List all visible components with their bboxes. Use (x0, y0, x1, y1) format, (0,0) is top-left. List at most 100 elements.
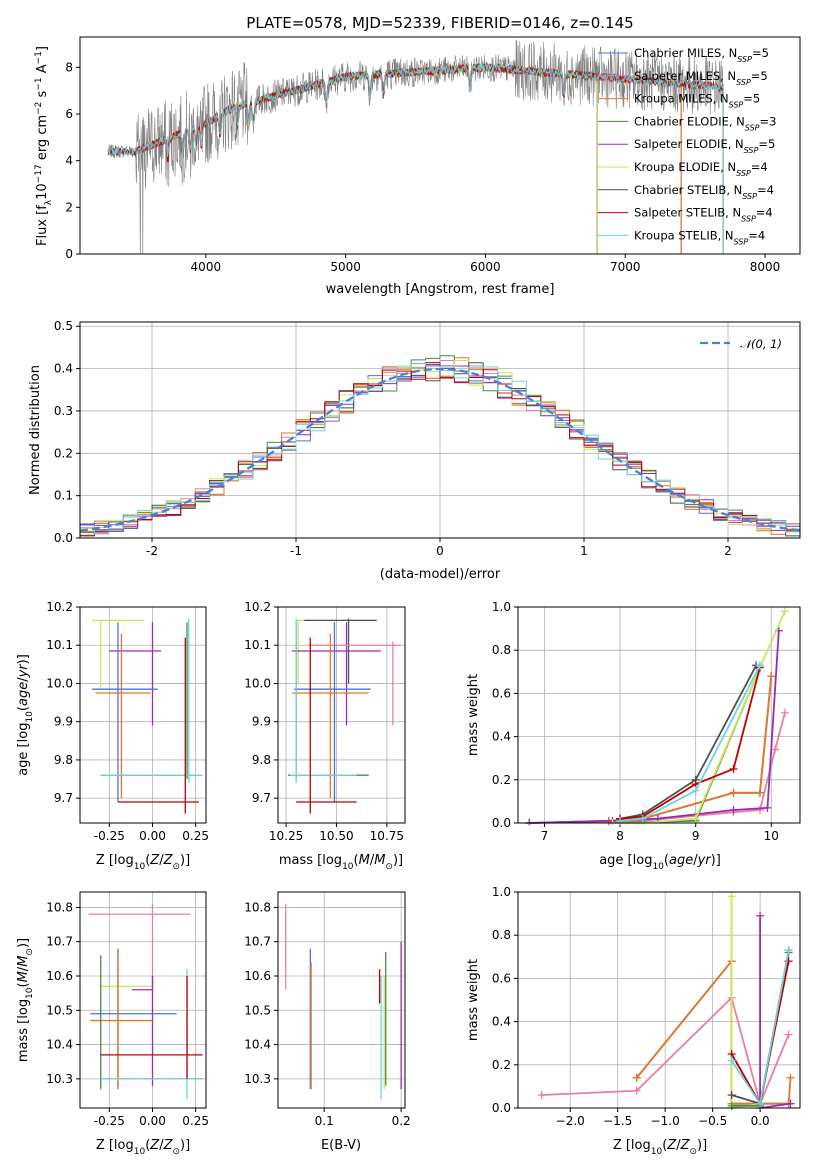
massweight_vs_age-point-marker (755, 806, 764, 815)
massweight_vs_Z-xtick-label: 0.0 (751, 1114, 770, 1128)
massweight_vs_age-series-line (529, 676, 773, 824)
age_vs_mass-ytick-label: 10.0 (244, 676, 271, 690)
massweight_vs_age-point-marker (780, 708, 789, 717)
residuals-frame (79, 321, 801, 539)
mass_vs_ebv-frame (277, 891, 406, 1109)
mass_vs_ebv-ytick-label: 10.5 (244, 1003, 271, 1017)
massweight_vs_age-axes: 7 8 9 10 0.0 0.2 0.4 0.6 0.8 1.0 (492, 600, 800, 843)
spectrum-xtick-label: 6000 (470, 260, 501, 274)
massweight_vs_age-series-line (529, 630, 780, 824)
age-vs-Z-ylabel: age [log10(age/yr)] (16, 654, 35, 776)
massweight_vs_age-ytick-label: 0.4 (492, 730, 511, 744)
massweight_vs_age-point-marker (616, 816, 625, 825)
residuals-ytick-label: 0.4 (54, 362, 73, 376)
massweight_vs_Z-point-marker (727, 1056, 736, 1065)
massweight_vs_age-point-marker (691, 786, 700, 795)
age_vs_mass-frame (277, 606, 406, 824)
massweight_vs_age-ytick-label: 1.0 (492, 600, 511, 614)
age_vs_Z-plot (92, 618, 203, 814)
spectrum-legend-label: Kroupa ELODIE, NSSP=4 (634, 160, 768, 178)
massweight_vs_Z-point-marker (727, 1101, 736, 1110)
massweight_vs_age-ytick-label: 0.8 (492, 643, 511, 657)
mass_vs_ebv-plot (285, 904, 402, 1100)
mass_vs_Z-ytick-label: 10.7 (46, 935, 73, 949)
spectrum-ylabel: Flux [fλ10−17 erg cm−2 s−1 A−1] (34, 46, 54, 246)
massweight_vs_Z-xtick-label: −1.5 (603, 1114, 632, 1128)
massweight_vs_Z-ytick-label: 0.4 (492, 1015, 511, 1029)
mass_vs_ebv-xtick-label: 0.2 (392, 1114, 411, 1128)
residuals-xlabel: (data-model)/error (380, 567, 501, 582)
mass_vs_Z-axes: -0.25 0.00 0.25 10.3 10.4 10.5 10.6 10.7 10.8 (46, 892, 209, 1128)
massweight_vs_age-xtick-label: 10 (764, 829, 779, 843)
mass_vs_ebv-ytick-label: 10.8 (244, 900, 271, 914)
massweight_vs_Z-point-marker (756, 911, 765, 920)
massweight_vs_age-point-marker (729, 806, 738, 815)
age_vs_mass-ytick-label: 10.2 (244, 600, 271, 614)
massweight_vs_age-series-line (529, 676, 773, 824)
residuals-xtick-label: 2 (724, 544, 732, 558)
massweight_vs_Z-ytick-label: 0.6 (492, 971, 511, 985)
spectrum-axes: 4000 5000 6000 7000 8000 0 2 4 6 8 (65, 60, 780, 274)
spectrum-xlabel: wavelength [Angstrom, rest frame] (326, 282, 555, 297)
spectrum-ytick-label: 6 (65, 107, 73, 121)
massweight_vs_Z-ytick-label: 0.8 (492, 928, 511, 942)
massweight_vs_age-point-marker (763, 803, 772, 812)
mass_vs_Z-ytick-label: 10.3 (46, 1072, 73, 1086)
residuals-ytick-label: 0.1 (54, 489, 73, 503)
massweight_vs_Z-point-marker (632, 1073, 641, 1082)
mass-vs-Z-xlabel: Z [log10(Z/Z⊙)] (96, 1138, 190, 1157)
massweight_vs_Z-xtick-label: −1.0 (651, 1114, 680, 1128)
age-vs-mass-xlabel: mass [log10(M/M⊙)] (279, 853, 403, 872)
residuals-gaussian-curve (80, 367, 800, 532)
massweight_vs_age-xtick-label: 8 (616, 829, 624, 843)
massweight-vs-age-ylabel: mass weight (466, 674, 481, 756)
spectrum-legend-label: Chabrier STELIB, NSSP=4 (634, 183, 774, 201)
massweight_vs_age-point-marker (767, 672, 776, 681)
spectrum-xtick-label: 5000 (330, 260, 361, 274)
mass_vs_Z-xtick-label: -0.25 (94, 1114, 125, 1128)
spectrum-legend-label: Salpeter ELODIE, NSSP=5 (634, 137, 775, 155)
residuals-ylabel: Normed distribution (28, 365, 43, 495)
age_vs_mass-axes: 10.25 10.50 10.75 9.7 9.8 9.9 10.0 10.1 10.2 (244, 600, 405, 843)
mass_vs_Z-xtick-label: 0.00 (139, 1114, 166, 1128)
spectrum-legend-label: Salpeter STELIB, NSSP=4 (634, 206, 773, 224)
age_vs_Z-xtick-label: -0.25 (94, 829, 125, 843)
massweight_vs_Z-ytick-label: 1.0 (492, 885, 511, 899)
mass-vs-Z-ylabel: mass [log10(M/M⊙)] (16, 938, 35, 1062)
spectrum-xtick-label: 7000 (610, 260, 641, 274)
residuals-ytick-label: 0.5 (54, 319, 73, 333)
massweight_vs_age-point-marker (771, 745, 780, 754)
spectrum-ytick-label: 4 (65, 154, 73, 168)
mass_vs_Z-frame (79, 891, 207, 1109)
residuals-xtick-label: -1 (290, 544, 302, 558)
massweight_vs_Z-point-marker (784, 1030, 793, 1039)
spectrum-ytick-label: 2 (65, 200, 73, 214)
mass_vs_ebv-ytick-label: 10.6 (244, 969, 271, 983)
spectrum-legend-label: Kroupa STELIB, NSSP=4 (634, 228, 765, 246)
massweight_vs_age-series-line (612, 667, 761, 824)
age_vs_mass-ytick-label: 9.9 (252, 715, 271, 729)
age_vs_Z-ytick-label: 10.1 (46, 638, 73, 652)
mass_vs_ebv-ytick-label: 10.7 (244, 935, 271, 949)
spectrum-xtick-label: 4000 (191, 260, 222, 274)
massweight_vs_Z-frame (517, 891, 801, 1109)
age_vs_Z-xtick-label: 0.25 (182, 829, 209, 843)
massweight_vs_age-xtick-label: 9 (692, 829, 700, 843)
massweight_vs_age-point-marker (638, 814, 647, 823)
age_vs_Z-ytick-label: 9.9 (54, 715, 73, 729)
residuals-xtick-label: -2 (146, 544, 158, 558)
age_vs_mass-ytick-label: 9.7 (252, 791, 271, 805)
massweight_vs_Z-ytick-label: 0.2 (492, 1058, 511, 1072)
spectrum-model-line (107, 62, 724, 158)
age_vs_Z-ytick-label: 9.8 (54, 753, 73, 767)
massweight_vs_age-plot (525, 607, 789, 825)
residuals-legend-label: 𝒩(0, 1) (740, 337, 782, 351)
age_vs_mass-xtick-label: 10.25 (269, 829, 303, 843)
spectrum-legend-label: Kroupa MILES, NSSP=5 (634, 92, 760, 110)
spectrum-xtick-label: 8000 (750, 260, 781, 274)
mass_vs_Z-ytick-label: 10.8 (46, 900, 73, 914)
massweight_vs_age-point-marker (780, 607, 789, 616)
mass_vs_ebv-ytick-label: 10.3 (244, 1072, 271, 1086)
spectrum-plot (107, 39, 724, 254)
